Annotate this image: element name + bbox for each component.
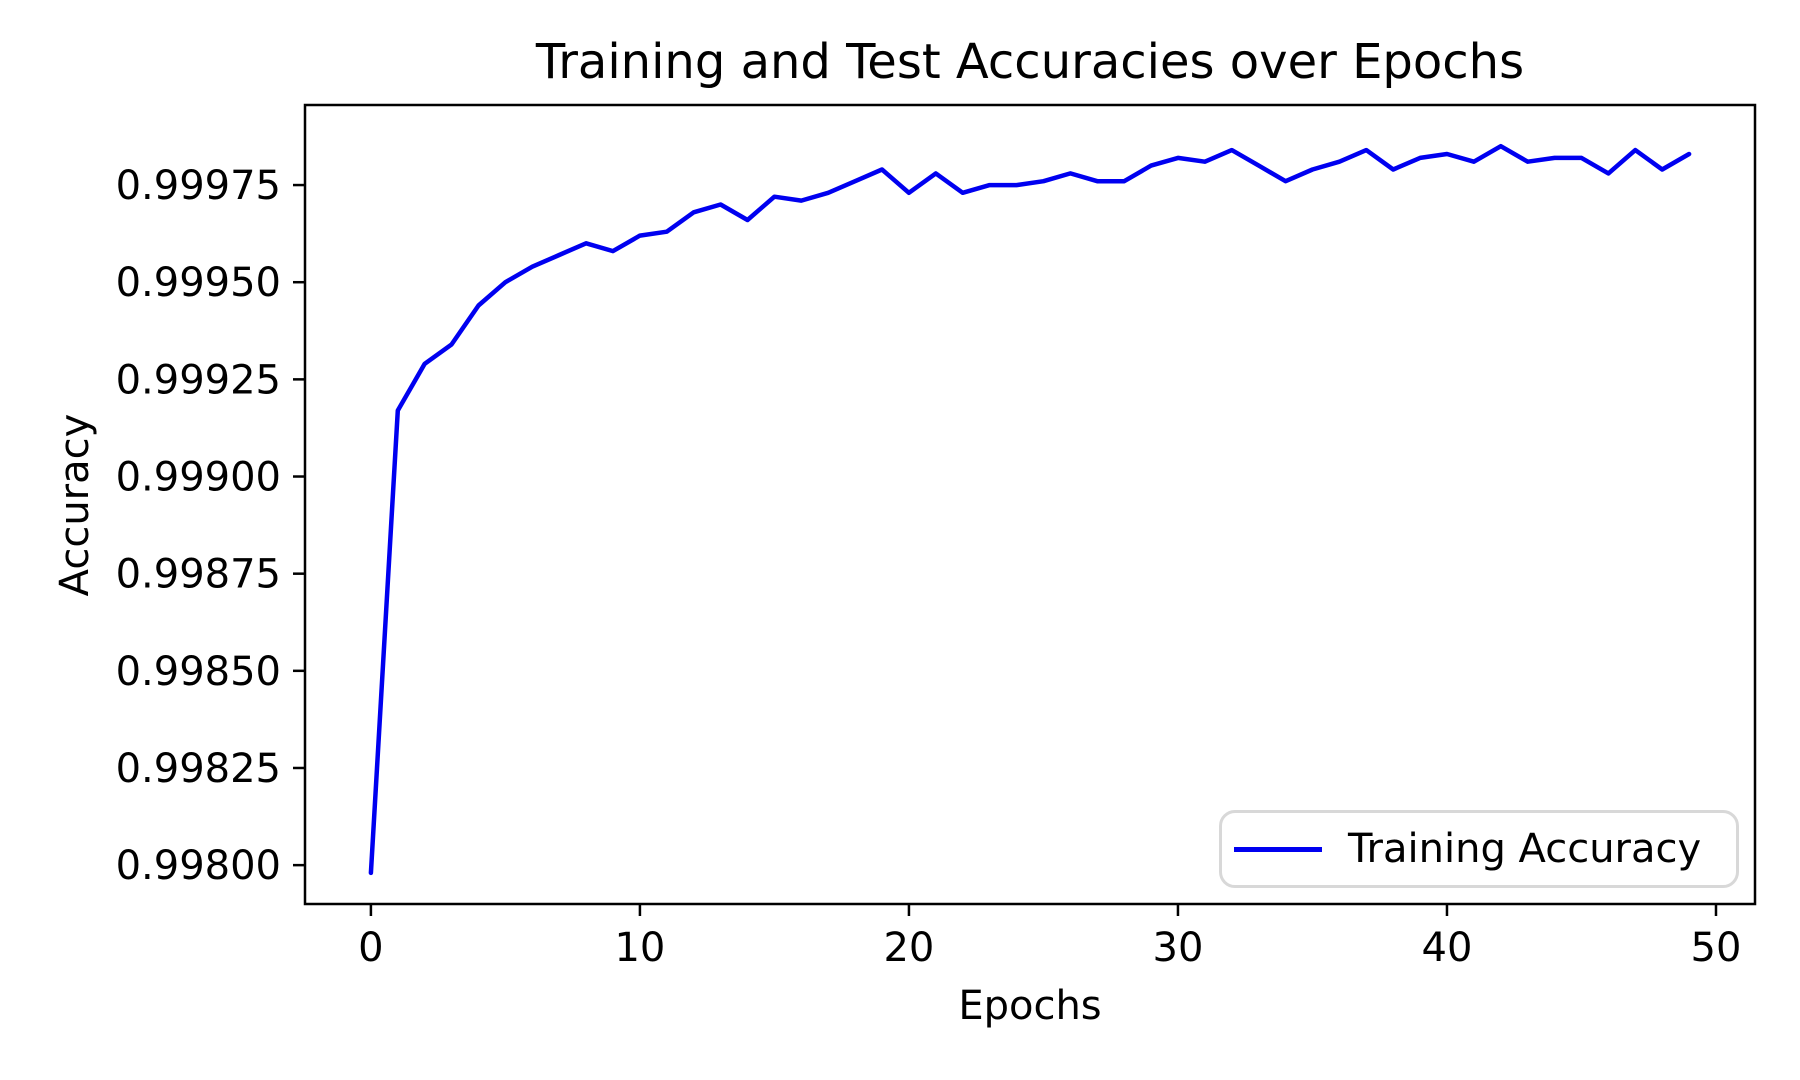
x-tick-label: 10 [614,925,665,971]
legend-label: Training Accuracy [1348,826,1702,872]
y-tick-label: 0.99800 [116,843,281,889]
y-tick-label: 0.99925 [116,357,281,403]
x-tick-label: 30 [1153,925,1204,971]
y-tick-label: 0.99975 [116,163,281,209]
y-tick-label: 0.99850 [116,649,281,695]
y-tick-label: 0.99825 [116,746,281,792]
y-tick-label: 0.99950 [116,260,281,306]
training-accuracy-line [368,143,1692,876]
x-tick-label: 0 [358,925,383,971]
x-tick-label: 20 [883,925,934,971]
y-tick-label: 0.99900 [116,455,281,501]
x-tick-label: 50 [1691,925,1742,971]
legend-line-icon [1234,846,1322,852]
legend: Training Accuracy [1219,810,1739,888]
x-tick-label: 40 [1422,925,1473,971]
x-axis-label: Epochs [958,983,1102,1029]
y-tick-label: 0.99875 [116,552,281,598]
chart-title: Training and Test Accuracies over Epochs [535,34,1525,90]
axes-border [303,103,1757,906]
